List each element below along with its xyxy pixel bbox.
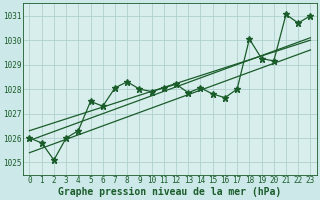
X-axis label: Graphe pression niveau de la mer (hPa): Graphe pression niveau de la mer (hPa): [58, 186, 282, 197]
